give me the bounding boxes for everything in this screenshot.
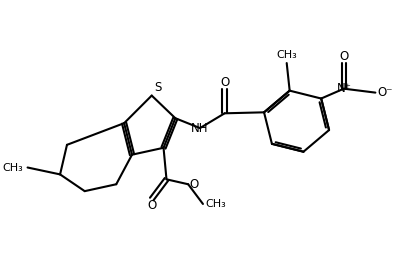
Text: NH: NH (191, 122, 209, 135)
Text: N⁺: N⁺ (336, 82, 351, 95)
Text: O⁻: O⁻ (377, 86, 393, 99)
Text: O: O (189, 178, 198, 191)
Text: S: S (155, 81, 162, 94)
Text: CH₃: CH₃ (276, 50, 297, 60)
Text: O: O (220, 76, 229, 89)
Text: O: O (147, 199, 156, 212)
Text: CH₃: CH₃ (3, 162, 24, 173)
Text: CH₃: CH₃ (205, 199, 226, 209)
Text: O: O (339, 50, 348, 63)
